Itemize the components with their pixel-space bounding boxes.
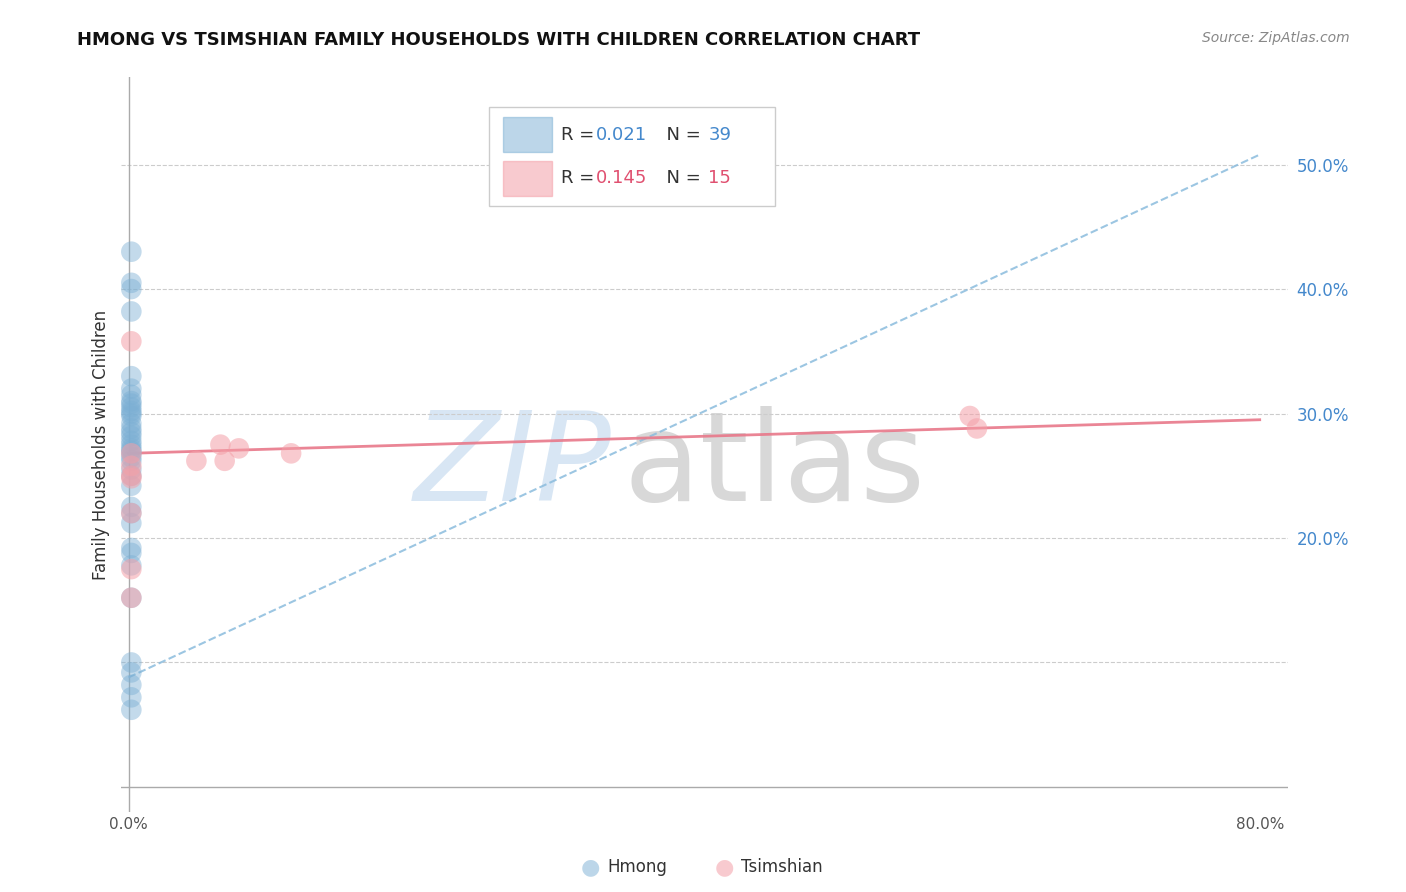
Point [120, 404, 142, 418]
Point [120, 468, 142, 483]
Point [120, 434, 142, 448]
Point [120, 506, 142, 520]
Point [120, 506, 142, 520]
Point [209, 437, 232, 451]
Text: 39: 39 [709, 126, 731, 144]
Point [120, 471, 142, 485]
Point [214, 454, 236, 468]
Point [120, 591, 142, 605]
Text: N =: N = [655, 169, 706, 187]
Point [120, 429, 142, 443]
Point [120, 388, 142, 402]
Point [120, 369, 142, 384]
FancyBboxPatch shape [503, 117, 553, 153]
Text: R =: R = [561, 169, 600, 187]
Text: 0.145: 0.145 [596, 169, 648, 187]
Point [120, 394, 142, 409]
Point [120, 454, 142, 468]
Point [120, 417, 142, 431]
FancyBboxPatch shape [489, 107, 775, 206]
Point [120, 690, 142, 705]
Point [120, 516, 142, 530]
Text: Hmong: Hmong [607, 858, 668, 876]
Point [120, 446, 142, 460]
Point [120, 334, 142, 349]
Point [120, 396, 142, 410]
Point [120, 450, 142, 464]
Point [186, 454, 208, 468]
Point [120, 468, 142, 483]
Point [120, 401, 142, 415]
Point [120, 276, 142, 290]
Text: N =: N = [655, 126, 706, 144]
Point [120, 562, 142, 576]
Point [120, 407, 142, 421]
Text: Source: ZipAtlas.com: Source: ZipAtlas.com [1202, 31, 1350, 45]
Text: ZIP: ZIP [413, 406, 612, 527]
Text: Tsimshian: Tsimshian [741, 858, 823, 876]
Point [228, 442, 250, 456]
Point [120, 382, 142, 396]
Point [120, 443, 142, 458]
Text: ●: ● [714, 857, 734, 877]
Point [120, 282, 142, 296]
Point [120, 458, 142, 473]
FancyBboxPatch shape [503, 161, 553, 196]
Point [120, 665, 142, 680]
Text: 15: 15 [709, 169, 731, 187]
Point [120, 425, 142, 440]
Point [966, 421, 988, 435]
Point [120, 244, 142, 259]
Y-axis label: Family Households with Children: Family Households with Children [93, 310, 110, 580]
Point [120, 437, 142, 451]
Point [120, 500, 142, 514]
Point [120, 678, 142, 692]
Point [120, 558, 142, 573]
Point [120, 541, 142, 555]
Text: R =: R = [561, 126, 600, 144]
Text: 0.021: 0.021 [596, 126, 647, 144]
Text: ●: ● [581, 857, 600, 877]
Point [120, 591, 142, 605]
Point [120, 546, 142, 560]
Point [120, 446, 142, 460]
Point [120, 442, 142, 456]
Point [959, 409, 981, 423]
Point [120, 462, 142, 476]
Point [120, 656, 142, 670]
Text: atlas: atlas [623, 406, 925, 527]
Point [120, 304, 142, 318]
Point [120, 421, 142, 435]
Point [120, 479, 142, 493]
Point [120, 409, 142, 423]
Point [120, 703, 142, 717]
Text: HMONG VS TSIMSHIAN FAMILY HOUSEHOLDS WITH CHILDREN CORRELATION CHART: HMONG VS TSIMSHIAN FAMILY HOUSEHOLDS WIT… [77, 31, 921, 49]
Point [280, 446, 302, 460]
